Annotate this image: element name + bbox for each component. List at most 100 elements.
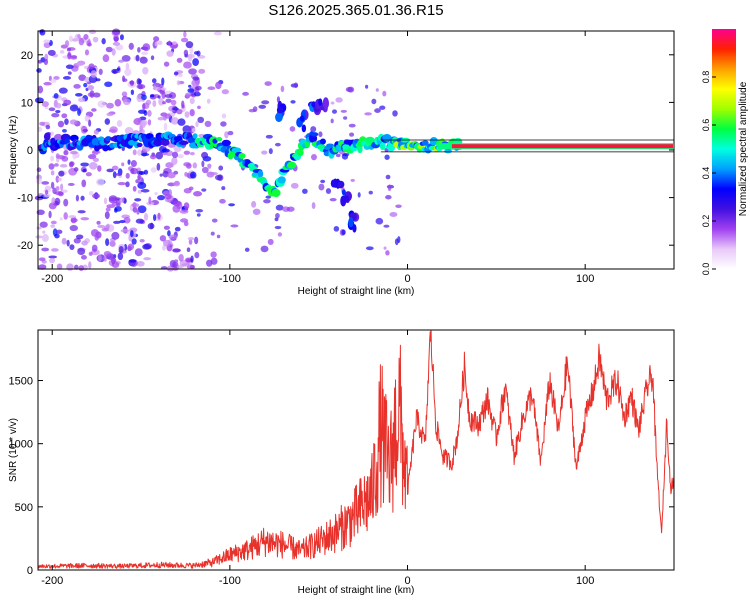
- noise-speck: [209, 172, 218, 176]
- noise-speck: [59, 163, 68, 168]
- noise-speck: [96, 220, 101, 225]
- noise-speck: [167, 230, 171, 237]
- trace-blob: [342, 195, 350, 203]
- trace-blob: [352, 224, 357, 233]
- noise-speck: [274, 225, 282, 230]
- noise-speck: [177, 118, 186, 126]
- noise-speck: [106, 112, 114, 117]
- noise-speck: [167, 40, 172, 46]
- noise-speck: [103, 250, 112, 257]
- noise-speck: [325, 188, 332, 194]
- noise-speck: [177, 154, 184, 159]
- colorbar-tick-label: 0.2: [701, 215, 711, 228]
- noise-speck: [157, 195, 166, 201]
- noise-speck: [219, 198, 226, 204]
- noise-speck: [97, 254, 102, 262]
- x-tick-label: 0: [404, 273, 410, 285]
- noise-speck: [81, 240, 88, 246]
- noise-speck: [172, 248, 181, 253]
- noise-speck: [375, 88, 379, 92]
- trace-blob: [276, 106, 284, 114]
- noise-speck: [187, 88, 195, 94]
- noise-speck: [191, 127, 196, 133]
- noise-speck: [63, 149, 69, 156]
- noise-speck: [92, 193, 101, 199]
- spectrogram-x-label: Height of straight line (km): [298, 286, 415, 297]
- noise-speck: [311, 153, 317, 161]
- noise-speck: [164, 94, 173, 98]
- noise-speck: [80, 162, 90, 167]
- noise-speck: [171, 151, 179, 159]
- noise-speck: [157, 95, 161, 99]
- noise-speck: [121, 91, 128, 97]
- noise-speck: [55, 175, 60, 183]
- noise-speck: [70, 218, 78, 223]
- noise-speck: [157, 212, 161, 220]
- trace-blob: [216, 136, 223, 142]
- spectrogram-x-axis: -200 -100 0 100: [41, 31, 594, 285]
- noise-speck: [227, 130, 234, 136]
- noise-speck: [153, 214, 157, 222]
- noise-speck: [189, 109, 195, 117]
- noise-speck: [36, 68, 42, 73]
- noise-speck: [122, 98, 131, 105]
- y-tick-label: 1000: [9, 439, 33, 451]
- noise-speck: [83, 34, 89, 40]
- noise-speck: [59, 217, 63, 221]
- noise-speck: [87, 85, 95, 91]
- noise-speck: [143, 213, 149, 221]
- trace-blob: [301, 124, 307, 133]
- noise-speck: [137, 47, 141, 53]
- noise-speck: [149, 154, 157, 160]
- y-tick-label: -10: [17, 193, 33, 205]
- noise-speck: [188, 239, 193, 245]
- noise-speck: [136, 78, 141, 85]
- noise-speck: [138, 171, 146, 175]
- noise-speck: [36, 167, 42, 173]
- noise-speck: [112, 171, 117, 179]
- noise-speck: [106, 102, 114, 109]
- noise-speck: [58, 170, 65, 177]
- noise-speck: [111, 165, 119, 171]
- noise-speck: [228, 203, 235, 207]
- noise-speck: [48, 210, 52, 219]
- noise-speck: [57, 120, 65, 128]
- noise-speck: [118, 59, 125, 63]
- noise-speck: [190, 255, 194, 263]
- trace-blob: [341, 189, 346, 196]
- noise-speck: [275, 212, 280, 219]
- noise-speck: [263, 199, 271, 204]
- noise-speck: [58, 87, 68, 94]
- snr-x-axis: -200 -100 0 100: [41, 330, 594, 587]
- noise-speck: [187, 53, 195, 59]
- noise-speck: [121, 146, 125, 152]
- noise-speck: [118, 245, 124, 254]
- noise-speck: [93, 129, 99, 135]
- noise-speck: [50, 181, 55, 190]
- noise-speck: [163, 225, 170, 230]
- trace-blob: [178, 140, 189, 146]
- noise-speck: [143, 257, 152, 261]
- noise-speck: [55, 185, 60, 191]
- trace-blob: [136, 142, 143, 148]
- noise-speck: [111, 231, 120, 240]
- noise-speck: [69, 119, 78, 125]
- noise-speck: [127, 159, 131, 165]
- trace-blob: [187, 137, 197, 144]
- noise-speck: [39, 121, 45, 126]
- noise-speck: [119, 219, 126, 224]
- noise-speck: [41, 181, 50, 185]
- noise-speck: [61, 237, 67, 245]
- noise-speck: [48, 163, 55, 170]
- noise-speck: [164, 113, 172, 119]
- trace-blob: [299, 115, 305, 122]
- noise-speck: [172, 40, 178, 46]
- noise-speck: [117, 252, 124, 261]
- noise-speck: [220, 121, 227, 127]
- noise-speck: [134, 248, 143, 257]
- noise-speck: [67, 71, 72, 75]
- noise-speck: [121, 55, 131, 62]
- noise-speck: [268, 148, 273, 155]
- noise-speck: [69, 224, 78, 232]
- noise-speck: [77, 34, 81, 40]
